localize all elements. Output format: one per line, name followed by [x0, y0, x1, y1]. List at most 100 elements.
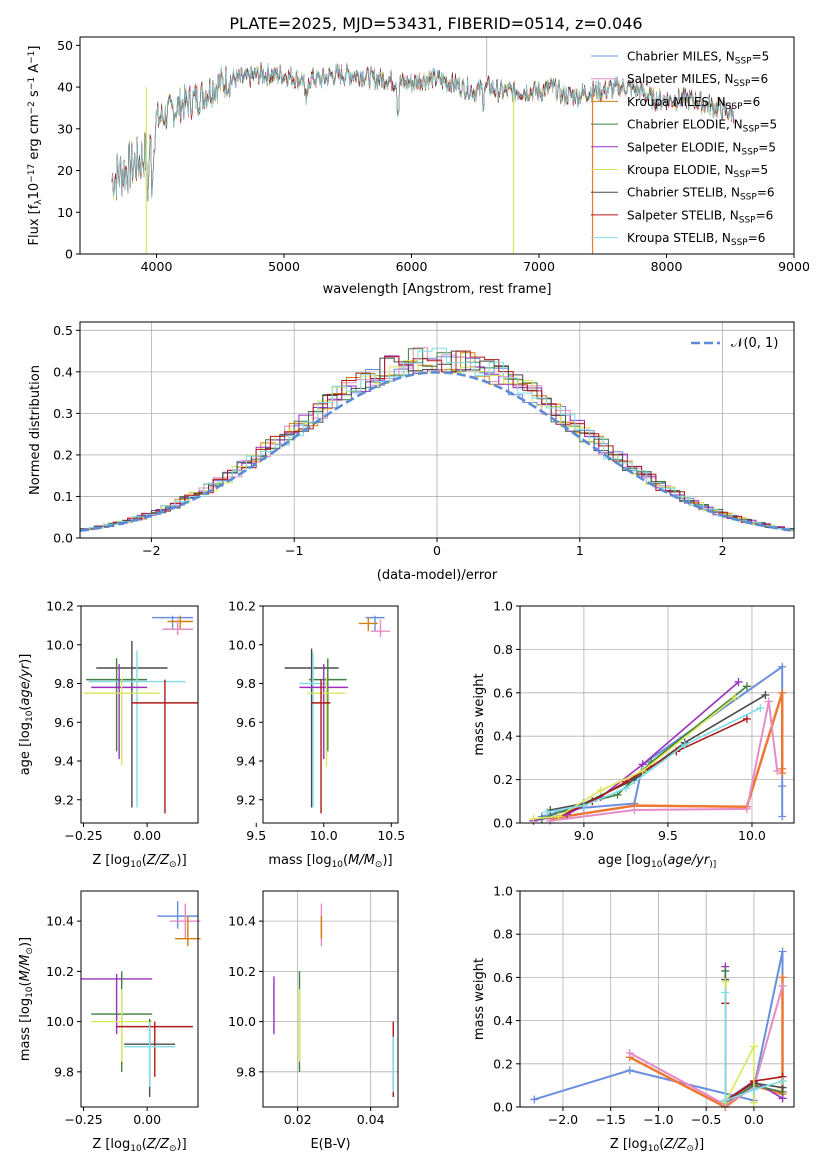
- mw-z-xtick-label: −1.5: [596, 1112, 626, 1127]
- spectrum-xtick-label: 8000: [651, 259, 683, 274]
- hist-legend-label: 𝒩(0, 1): [731, 336, 778, 351]
- mw-z-ytick-label: 0.6: [493, 970, 513, 985]
- age-z-xtick-label: −0.25: [64, 828, 102, 843]
- mw-age-series-marker: [731, 693, 740, 702]
- spectrum-ylabel: Flux [fλ10−17 erg cm−2 s−1 A−1]: [27, 46, 44, 246]
- mass-ebv-ytick-label: 9.8: [236, 1064, 256, 1079]
- mw-z-xlabel: Z [log10(Z/Z⊙)]: [610, 1137, 704, 1154]
- hist-ytick-label: 0.5: [53, 323, 73, 338]
- spectrum-xtick-label: 6000: [396, 259, 428, 274]
- mw-age-ylabel: mass weight: [472, 673, 487, 755]
- age-mass-xtick-label: 10.0: [310, 828, 338, 843]
- spectrum-ytick-label: 40: [57, 80, 73, 95]
- mw-age-xlabel: age [log10(age/yr)]: [598, 853, 716, 870]
- mw-age-ytick-label: 0.6: [493, 685, 513, 700]
- mass-z-xtick-label: −0.25: [64, 1112, 102, 1127]
- age-mass-ytick-label: 9.8: [236, 676, 256, 691]
- mw-age-series-marker: [742, 804, 751, 813]
- mass-z-ytick-label: 9.8: [54, 1064, 74, 1079]
- age-mass-ytick-label: 9.6: [236, 715, 256, 730]
- mass-ebv-frame: [262, 890, 399, 1108]
- age-mass-ytick-label: 10.0: [228, 637, 256, 652]
- hist-gaussian-curve: [80, 370, 794, 532]
- mw-age-series-marker: [778, 688, 787, 697]
- mw-age-series-marker: [680, 740, 689, 749]
- mw-age-series-marker: [756, 703, 765, 712]
- mw-z-series-marker: [721, 966, 730, 975]
- mw-age-ytick-label: 0.2: [493, 772, 513, 787]
- mw-age-series-marker: [542, 808, 551, 817]
- mw-age-series-marker: [778, 662, 787, 671]
- figure-title: PLATE=2025, MJD=53431, FIBERID=0514, z=0…: [229, 14, 642, 33]
- spectrum-xtick-label: 4000: [141, 259, 173, 274]
- mw-z-series-line: [724, 992, 783, 1102]
- mw-age-series-marker: [596, 786, 605, 795]
- mw-z-series-marker: [721, 977, 730, 986]
- age-mass-xtick-label: 10.5: [377, 828, 405, 843]
- hist-ytick-label: 0.0: [53, 531, 73, 546]
- spectrum-legend-entry: Salpeter STELIB, NSSP=6: [627, 208, 773, 225]
- mw-z-series-marker: [749, 1042, 758, 1051]
- mw-z-xtick-label: −2.0: [548, 1112, 578, 1127]
- age-z-ytick-label: 10.2: [46, 599, 74, 614]
- mass-ebv-ytick-label: 10.2: [228, 964, 256, 979]
- hist-xtick-label: 0: [433, 543, 441, 558]
- spectrum-legend-entry: Chabrier STELIB, NSSP=6: [627, 186, 775, 203]
- mw-z-ytick-label: 0.0: [493, 1100, 513, 1115]
- age-mass-ytick-label: 10.2: [228, 599, 256, 614]
- mw-z-series-marker: [530, 1095, 539, 1104]
- mass-ebv-ytick-label: 10.4: [228, 914, 256, 929]
- age-mass-xlabel: mass [log10(M/M⊙)]: [268, 853, 392, 870]
- spectrum-legend-entry: Salpeter ELODIE, NSSP=5: [627, 140, 776, 157]
- mass-z-ytick-label: 10.0: [46, 1014, 74, 1029]
- mw-z-xtick-label: −1.0: [643, 1112, 673, 1127]
- mw-age-series-marker: [742, 682, 751, 691]
- mass-ebv-ytick-label: 10.0: [228, 1014, 256, 1029]
- mass-z-frame: [80, 890, 199, 1108]
- mw-z-frame: [519, 890, 795, 1108]
- mw-z-ytick-label: 0.8: [493, 927, 513, 942]
- spectrum-legend-entry: Chabrier ELODIE, NSSP=5: [627, 118, 777, 135]
- mw-age-series-line: [541, 685, 748, 820]
- spectrum-model-line: [111, 62, 735, 200]
- age-mass-ytick-label: 9.4: [236, 754, 256, 769]
- hist-xlabel: (data-model)/error: [377, 568, 498, 583]
- age-z-ytick-label: 10.0: [46, 637, 74, 652]
- spectrum-ytick-label: 10: [57, 205, 73, 220]
- spectrum-legend-entry: Chabrier MILES, NSSP=5: [627, 50, 769, 67]
- mw-z-series-marker: [778, 1077, 787, 1086]
- mw-age-series-marker: [529, 814, 538, 823]
- hist-xtick-label: 2: [719, 543, 727, 558]
- mw-age-ytick-label: 0.4: [493, 729, 513, 744]
- mw-z-series-marker: [778, 973, 787, 982]
- mw-age-xtick-label: 10.0: [738, 828, 766, 843]
- mw-age-series-marker: [778, 812, 787, 821]
- spectrum-ytick-label: 0: [65, 247, 73, 262]
- mw-age-series-marker: [773, 766, 782, 775]
- mass-ebv-xtick-label: 0.02: [284, 1112, 312, 1127]
- mw-z-series-marker: [778, 982, 787, 991]
- age-mass-ytick-label: 9.2: [236, 792, 256, 807]
- mw-age-series-marker: [630, 805, 639, 814]
- mw-age-series-marker: [778, 782, 787, 791]
- mass-ebv-xlabel: E(B-V): [310, 1137, 350, 1152]
- age-mass-frame: [262, 605, 399, 824]
- mw-z-series-marker: [749, 1098, 758, 1107]
- mw-age-series-marker: [764, 697, 773, 706]
- mass-z-xlabel: Z [log10(Z/Z⊙)]: [92, 1137, 186, 1154]
- mw-age-series-line: [541, 664, 784, 818]
- mass-ebv-xtick-label: 0.04: [357, 1112, 385, 1127]
- mw-z-ytick-label: 0.4: [493, 1013, 513, 1028]
- spectrum-legend-entry: Kroupa ELODIE, NSSP=5: [627, 163, 768, 180]
- mw-z-series-marker: [625, 1066, 634, 1075]
- mw-age-frame: [519, 605, 795, 824]
- mw-z-series-line: [629, 985, 784, 1106]
- hist-xtick-label: 1: [576, 543, 584, 558]
- spectrum-ytick-label: 30: [57, 121, 73, 136]
- mass-z-ytick-label: 10.4: [46, 914, 74, 929]
- mass-z-ytick-label: 10.2: [46, 964, 74, 979]
- mw-z-series-marker: [625, 1049, 634, 1057]
- mw-age-series-marker: [778, 769, 787, 778]
- mw-z-series-marker: [778, 947, 787, 956]
